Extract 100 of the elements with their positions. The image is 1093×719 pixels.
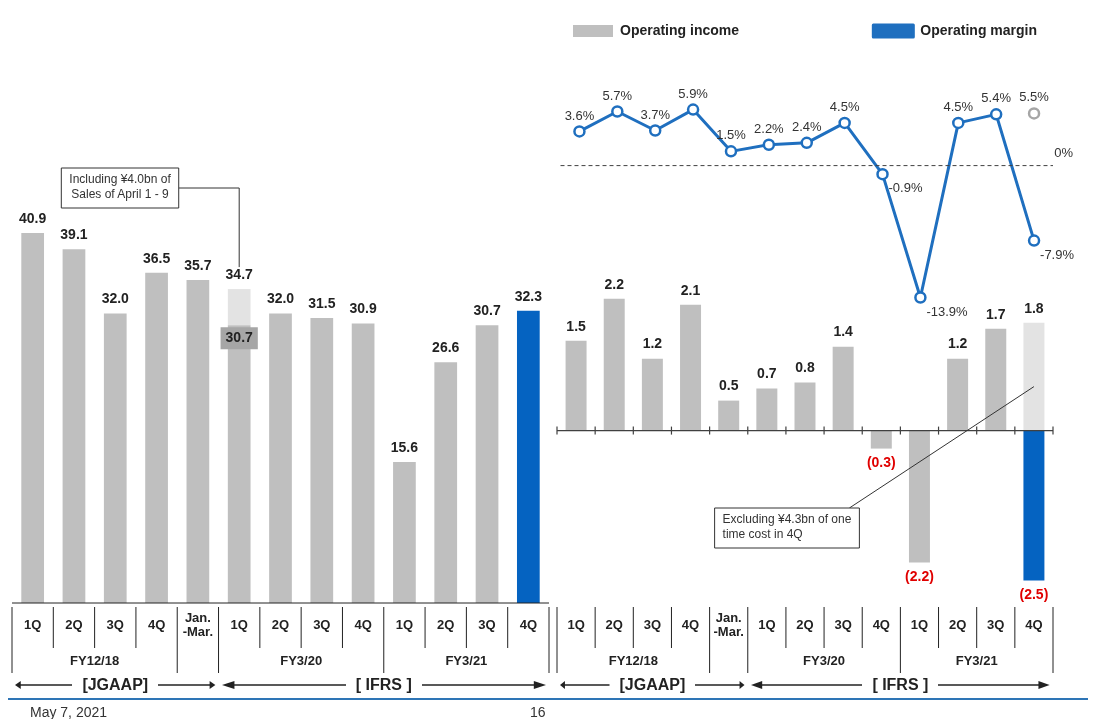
data-label: -13.9% [926,303,969,319]
bar [310,318,334,603]
bar [269,313,292,603]
bar [603,298,625,431]
bar [718,400,740,431]
point [762,138,776,151]
x-tick-label: Jan. -Mar. [182,609,214,639]
x-tick-label: 1Q [567,616,585,632]
bar [680,304,702,431]
legend-label: Operating margin [920,21,1037,38]
x-tick-label: 1Q [395,616,414,632]
data-label: 1.2 [642,335,663,352]
bar [145,272,168,603]
data-label: 5.9% [678,85,709,101]
text: FY3/20 [280,652,323,668]
x-tick-label: 1Q [758,616,776,632]
data-label: 3.6% [564,107,595,123]
point [1027,107,1041,120]
point [648,124,662,137]
data-label: 4.5% [943,98,974,114]
data-label: 30.9 [349,300,377,317]
data-label: 3.7% [640,106,671,122]
data-label: 32.0 [101,290,130,307]
data-label: (2.2) [905,568,934,585]
data-label: 15.6 [390,438,419,455]
total-label: 34.7 [225,265,254,282]
data-label: 2.4% [791,118,822,134]
bar [794,382,816,431]
point [838,116,851,130]
x-tick-label: 4Q [872,616,890,632]
data-label: 0.5 [718,377,739,394]
bar [21,233,45,603]
text: [JGAAP] [81,676,150,694]
bar [641,358,663,431]
x-tick-label: 1Q [230,616,248,632]
text: Including ¥4.0bn of Sales of April 1 - 9 [69,172,172,202]
x-tick-label: 4Q [519,616,538,632]
text: [ IFRS ] [354,676,413,694]
point [724,145,738,158]
data-label: 4.5% [829,98,860,114]
data-label: 39.1 [60,226,88,243]
point [989,108,1003,121]
x-tick-label: 3Q [478,616,496,632]
data-label: 30.7 [473,302,501,319]
point [686,103,700,116]
x-tick-label: 2Q [65,616,83,632]
data-label: (0.3) [866,454,896,471]
data-label: 2.1 [680,281,701,298]
bar [1023,430,1045,581]
text: FY12/18 [70,652,120,668]
bar [434,362,458,603]
text: May 7, 2021 [30,704,109,719]
text: FY3/21 [955,652,998,668]
bar [832,346,854,431]
bar [393,461,416,603]
data-label: 26.6 [432,339,460,356]
data-label: 35.7 [184,256,212,273]
data-label: 31.5 [308,294,336,311]
x-tick-label: 3Q [313,616,331,632]
x-tick-label: 1Q [910,616,929,632]
data-label: 1.4 [833,323,854,340]
text: FY3/20 [803,652,846,668]
point [914,291,927,304]
bar [516,310,540,603]
point [952,116,965,130]
text: FY3/21 [445,652,488,668]
data-label: 2.2% [754,120,785,136]
bar [947,358,969,431]
bar [475,325,499,603]
x-tick-label: 4Q [147,616,166,632]
text: [JGAAP] [619,676,686,693]
x-tick-label: 3Q [106,616,124,632]
x-tick-label: 2Q [948,616,967,632]
bar [103,313,127,603]
point [573,125,586,138]
x-tick-label: 3Q [643,616,662,632]
x-tick-label: 3Q [987,616,1005,632]
x-tick-label: Jan. -Mar. [713,609,744,639]
point [1027,234,1041,247]
data-label: 2.2 [604,275,625,292]
data-label: 32.0 [266,290,295,307]
bar [62,249,86,603]
data-label: (2.5) [1019,586,1049,603]
ref-line-label: 0% [1054,144,1074,160]
data-label: 0.8 [795,359,815,376]
data-label: 1.7 [986,305,1006,322]
bar [870,430,892,449]
annotation: Excluding ¥4.3bn of one time cost in 4Q [722,512,852,542]
bar [351,323,375,603]
text: [ IFRS ] [872,676,929,693]
bar [908,430,930,563]
data-label: -7.9% [1040,246,1075,262]
data-label: 1.2 [947,335,968,352]
bar [565,340,587,431]
x-tick-label: 4Q [681,616,700,632]
data-label: 40.9 [19,209,47,226]
x-tick-label: 2Q [271,616,290,632]
x-tick-label: 2Q [605,616,623,632]
point [800,136,813,150]
data-label: 5.5% [1019,89,1050,105]
